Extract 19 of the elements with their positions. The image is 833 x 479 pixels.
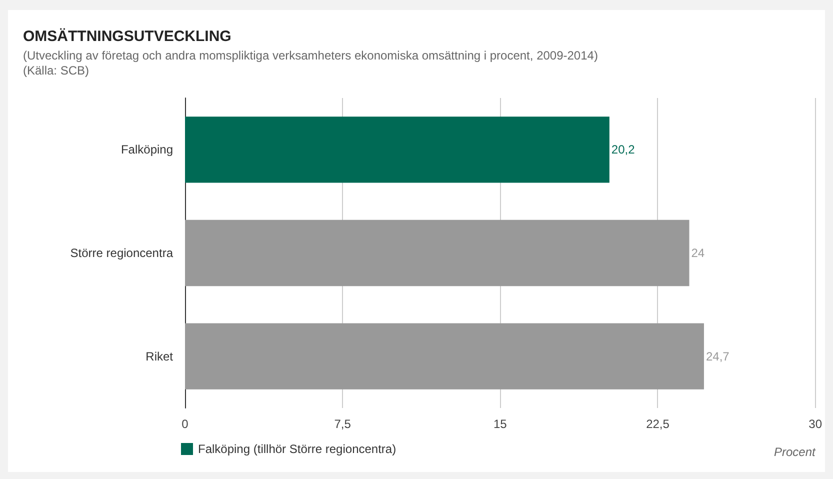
x-tick-label: 15	[493, 417, 508, 431]
text: (Källa: SCB)	[23, 64, 90, 78]
data-label: 20,2	[611, 142, 636, 157]
chart-title: OMSÄTTNINGSUTVECKLING	[23, 28, 232, 45]
x-tick-label: 30	[808, 417, 822, 431]
x-tick-label: 7,5	[334, 417, 352, 431]
bar	[185, 220, 690, 286]
data-label: 24	[691, 246, 705, 260]
x-axis-title: Procent	[774, 445, 816, 459]
x-tick-label: 0	[182, 417, 189, 431]
chart-subtitle: (Utveckling av företag och andra momspliktiga verksamheters ekonomiska omsättning i procent, 2009-2014)	[23, 48, 598, 62]
legend-label: Falköping (tillhör Större regioncentra)	[198, 442, 396, 456]
data-label: 24,7	[706, 349, 730, 364]
y-tick-label: Falköping	[120, 142, 173, 157]
y-tick-label: Större regioncentra	[70, 246, 174, 260]
bar	[185, 323, 704, 390]
y-tick-label: Riket	[146, 349, 174, 364]
x-tick-label: 22,5	[646, 417, 670, 431]
bar	[185, 116, 610, 183]
